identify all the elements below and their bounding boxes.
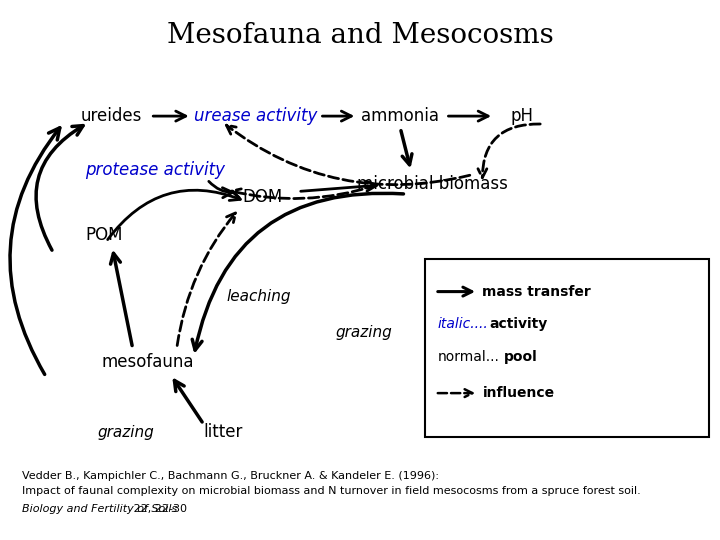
Text: urease activity: urease activity (194, 107, 318, 125)
Text: activity: activity (490, 317, 548, 331)
Text: ureides: ureides (81, 107, 143, 125)
Text: DOM: DOM (243, 188, 283, 206)
Text: Mesofauna and Mesocosms: Mesofauna and Mesocosms (166, 22, 554, 49)
FancyBboxPatch shape (425, 259, 709, 437)
Text: litter: litter (204, 423, 243, 441)
Text: protease activity: protease activity (85, 161, 225, 179)
Text: mesofauna: mesofauna (102, 353, 194, 371)
Text: pH: pH (510, 107, 534, 125)
Text: influence: influence (482, 386, 554, 400)
Text: 22, 22-30: 22, 22-30 (130, 504, 187, 514)
Text: ammonia: ammonia (361, 107, 438, 125)
Text: mass transfer: mass transfer (482, 285, 591, 299)
Text: microbial biomass: microbial biomass (356, 174, 508, 193)
Text: grazing: grazing (336, 325, 392, 340)
Text: Biology and Fertility of Soils: Biology and Fertility of Soils (22, 504, 177, 514)
Text: Impact of faunal complexity on microbial biomass and N turnover in field mesocos: Impact of faunal complexity on microbial… (22, 487, 640, 496)
Text: POM: POM (86, 226, 123, 244)
Text: leaching: leaching (227, 289, 292, 305)
Text: grazing: grazing (98, 424, 154, 440)
Text: Vedder B., Kampichler C., Bachmann G., Bruckner A. & Kandeler E. (1996):: Vedder B., Kampichler C., Bachmann G., B… (22, 471, 438, 481)
Text: normal...: normal... (438, 350, 500, 365)
Text: italic....: italic.... (438, 317, 488, 331)
Text: pool: pool (504, 350, 538, 365)
